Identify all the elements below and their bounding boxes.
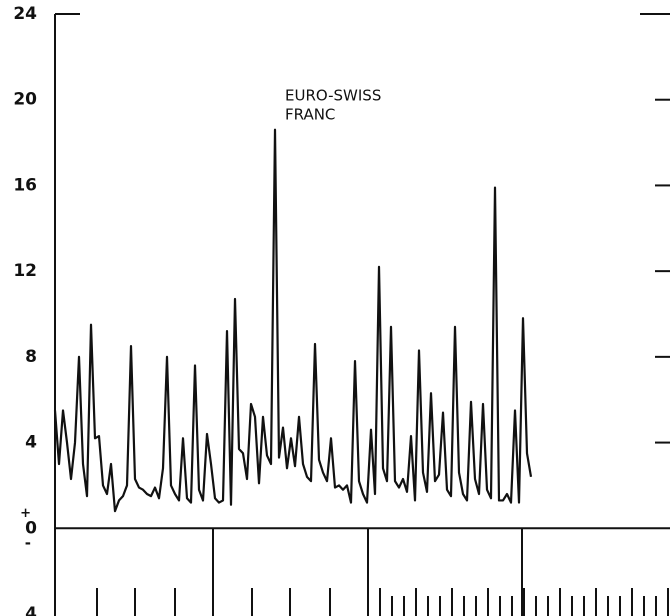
zero-sign: - xyxy=(25,534,31,552)
y-tick-label: 8 xyxy=(25,347,37,367)
y-tick-label: 16 xyxy=(13,175,37,195)
y-tick-label: 4 xyxy=(25,604,37,616)
zero-sign: + xyxy=(20,506,31,521)
y-tick-label: 24 xyxy=(13,4,37,24)
y-tick-label: 0 xyxy=(25,518,37,538)
y-tick-label: 20 xyxy=(13,90,37,110)
annotation: FRANC xyxy=(285,106,335,124)
y-tick-label: 4 xyxy=(25,433,37,453)
series-line xyxy=(53,128,533,513)
y-tick-label: 12 xyxy=(13,261,37,281)
annotation: EURO-SWISS xyxy=(285,87,381,105)
